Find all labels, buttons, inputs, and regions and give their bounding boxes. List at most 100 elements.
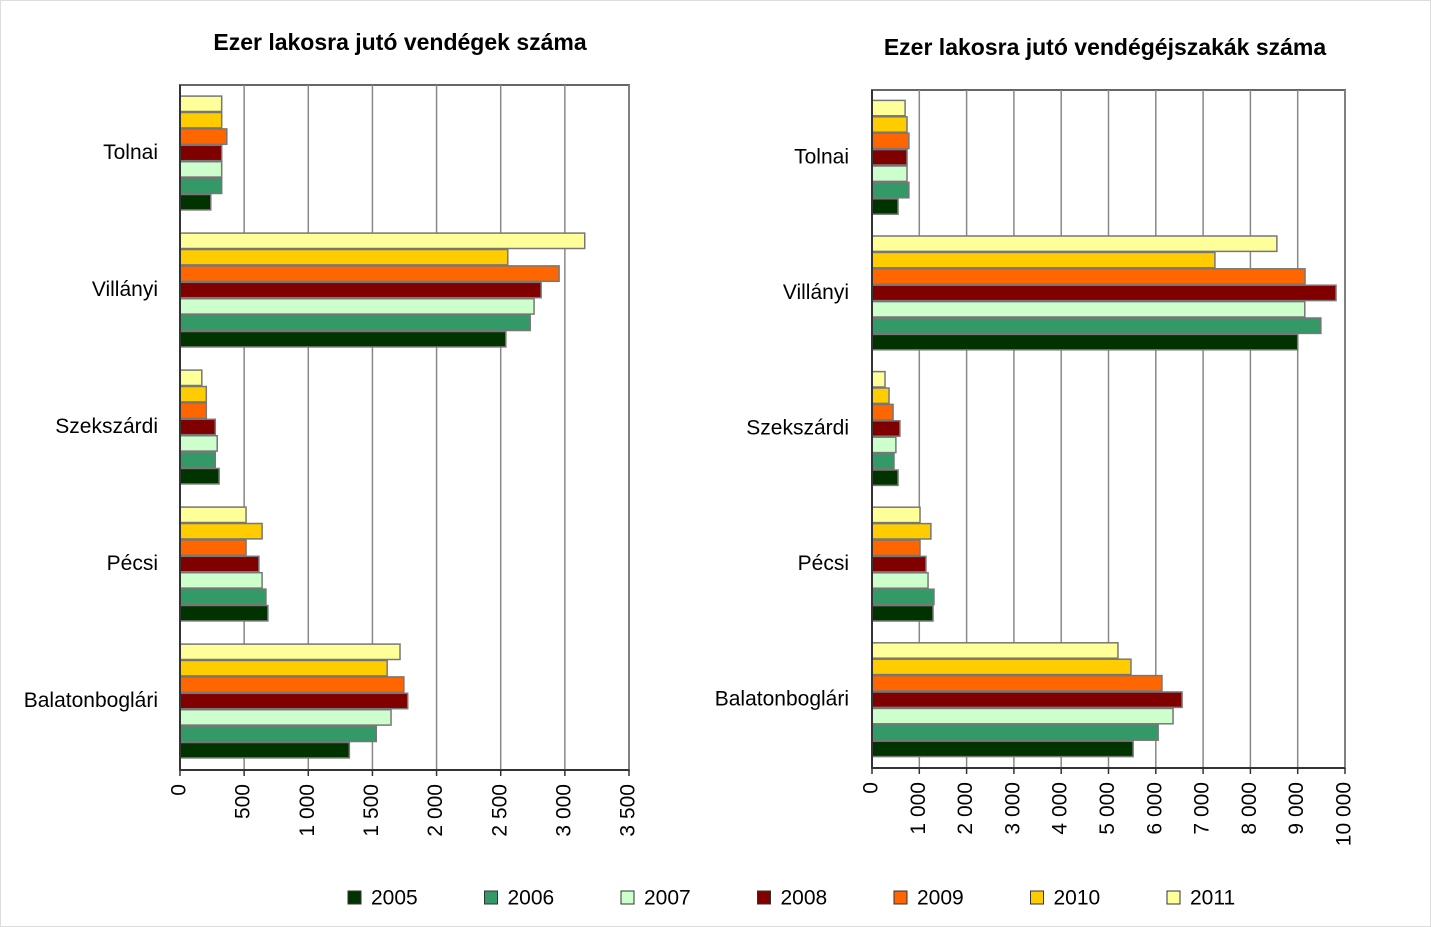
bar [871, 436, 897, 454]
bar [871, 148, 908, 166]
legend-label: 2007 [644, 887, 691, 910]
bar [179, 506, 247, 524]
bar [871, 452, 895, 470]
x-tick-label: 0 [168, 784, 191, 796]
bar [871, 235, 1278, 253]
bar [179, 248, 509, 266]
bar [179, 571, 263, 589]
bar [179, 281, 542, 299]
legend-swatch [347, 890, 362, 905]
bar [871, 506, 921, 524]
bar [871, 317, 1322, 335]
bar [871, 300, 1306, 318]
x-tick-label: 3 000 [1001, 782, 1024, 835]
y-tick-label: Tolnai [103, 141, 158, 164]
legend-label: 2011 [1190, 887, 1235, 910]
x-tick-label: 9 000 [1285, 782, 1308, 835]
x-tick-label: 1 000 [907, 782, 930, 835]
bar [179, 708, 392, 726]
bar [179, 555, 260, 573]
y-tick-label: Szekszárdi [746, 417, 849, 440]
y-tick-label: Balatonboglári [715, 688, 849, 711]
x-tick-label: 6 000 [1143, 782, 1166, 835]
legend-swatch [893, 890, 908, 905]
x-tick-label: 1 000 [296, 784, 319, 837]
bar [179, 232, 586, 250]
bar [179, 451, 217, 469]
legend-swatch [757, 890, 771, 905]
legend-label: 2008 [781, 887, 828, 910]
x-tick-label: 7 000 [1191, 782, 1214, 835]
bar [871, 740, 1134, 758]
bar [871, 99, 906, 117]
bar [179, 659, 388, 677]
bar [871, 674, 1163, 692]
legend-label: 2009 [917, 887, 964, 910]
bar [179, 297, 535, 315]
bar [871, 403, 894, 421]
bar [871, 469, 899, 487]
bar [871, 707, 1174, 725]
bar [871, 132, 910, 150]
bar [179, 385, 208, 403]
y-tick-label: Pécsi [107, 552, 158, 575]
y-tick-label: Pécsi [798, 552, 849, 575]
legend-swatch [484, 890, 498, 905]
x-tick-label: 3 500 [617, 784, 640, 837]
bar [179, 160, 223, 178]
bar [871, 572, 929, 589]
bar [871, 642, 1119, 659]
bar [179, 144, 223, 162]
bar [179, 402, 208, 420]
bar [871, 658, 1132, 676]
legend-swatch [1030, 890, 1044, 905]
bar [179, 369, 203, 387]
legend-swatch [1166, 890, 1181, 905]
x-tick-label: 8 000 [1238, 782, 1261, 835]
bar [871, 268, 1306, 285]
x-tick-label: 2 000 [954, 782, 977, 835]
x-tick-label: 5 000 [1096, 782, 1119, 835]
bar [871, 724, 1159, 741]
bar [179, 95, 223, 113]
bar [179, 177, 223, 195]
x-tick-label: 10 000 [1333, 782, 1356, 846]
bar [871, 370, 886, 388]
bar [871, 198, 899, 215]
bar [871, 251, 1216, 269]
bar [871, 333, 1299, 351]
bar [871, 116, 908, 133]
bar [179, 265, 560, 283]
legend-label: 2010 [1054, 887, 1101, 910]
bar [179, 418, 217, 436]
bar [871, 691, 1183, 709]
bar [179, 128, 228, 146]
chart-title: Ezer lakosra jutó vendégek száma [213, 29, 586, 55]
chart-title: Ezer lakosra jutó vendégéjszakák száma [884, 34, 1327, 60]
x-tick-label: 4 000 [1049, 782, 1072, 835]
bar [179, 539, 247, 557]
bar [179, 434, 218, 452]
bar [179, 676, 405, 694]
y-tick-label: Balatonboglári [24, 689, 158, 712]
bar [871, 588, 935, 606]
x-tick-label: 2 000 [424, 784, 447, 837]
bar [179, 588, 267, 606]
x-tick-label: 2 500 [488, 784, 511, 837]
y-tick-label: Villányi [92, 278, 158, 301]
bar [179, 604, 269, 622]
bar [179, 692, 409, 710]
bar [179, 330, 507, 348]
x-tick-label: 1 500 [360, 784, 383, 837]
legend-label: 2006 [508, 887, 555, 910]
bar [179, 725, 378, 743]
x-tick-label: 500 [232, 784, 255, 819]
bar [871, 604, 934, 622]
legend-label: 2005 [371, 887, 418, 910]
bar [871, 420, 901, 437]
bar [179, 314, 531, 332]
bar [871, 284, 1337, 302]
bar [179, 467, 220, 485]
bar [179, 741, 351, 759]
x-tick-label: 0 [860, 782, 883, 794]
